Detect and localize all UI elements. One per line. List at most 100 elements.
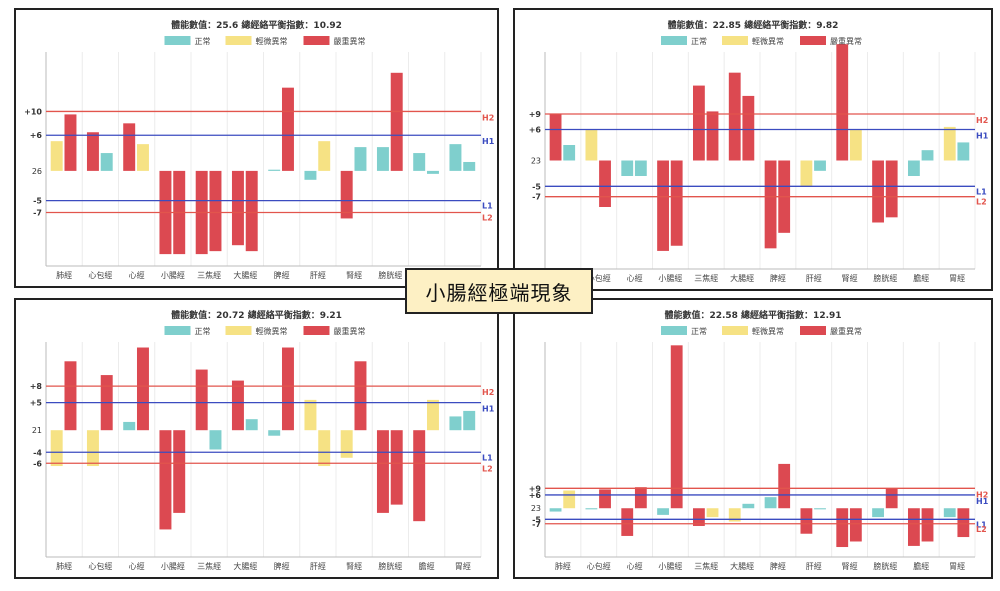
legend-swatch-mild	[225, 326, 252, 335]
banner-label: 小腸經極端現象	[405, 268, 593, 314]
bar	[670, 345, 683, 509]
legend-swatch-severe	[800, 36, 826, 45]
x-tick-label: 三焦經	[694, 273, 718, 283]
chart-title: 體能數值：22.58 總經絡平衡指數：12.91	[664, 309, 841, 321]
bar	[231, 170, 244, 246]
bar	[907, 508, 920, 546]
legend-swatch-mild	[225, 36, 252, 45]
x-tick-label: 心經	[129, 270, 145, 280]
x-tick-label: 大腸經	[233, 270, 257, 280]
bar	[86, 430, 99, 467]
bar	[209, 170, 222, 252]
bar	[706, 508, 719, 518]
y-tick-label: -5	[532, 182, 541, 191]
ref-label-h1: H1	[976, 497, 989, 506]
y-tick-label: 23	[531, 504, 541, 513]
bar	[195, 369, 208, 431]
ref-label-l2: L2	[976, 198, 987, 207]
bar	[268, 169, 281, 171]
ref-label-l1: L1	[482, 202, 493, 211]
x-tick-label: 膽經	[913, 561, 929, 571]
bar	[634, 487, 647, 509]
bar	[563, 490, 576, 509]
ref-label-h1: H1	[482, 137, 495, 146]
ref-label-h1: H1	[482, 405, 495, 414]
bar	[549, 508, 562, 512]
legend-swatch-severe	[303, 36, 330, 45]
bar	[64, 114, 77, 171]
x-tick-label: 腎經	[842, 273, 858, 283]
legend-label-normal: 正常	[691, 327, 707, 336]
ref-label-h2: H2	[482, 113, 494, 122]
x-tick-label: 三焦經	[694, 561, 718, 571]
x-tick-label: 三焦經	[197, 561, 221, 571]
bar	[318, 430, 331, 467]
bar	[173, 430, 186, 513]
bar	[281, 87, 294, 171]
x-tick-label: 肝經	[310, 561, 326, 571]
x-tick-label: 三焦經	[197, 270, 221, 280]
ref-label-l1: L1	[976, 520, 987, 529]
bar	[599, 489, 611, 509]
y-tick-label: +9	[529, 484, 542, 493]
bar	[376, 430, 389, 513]
y-tick-label: +6	[529, 126, 542, 135]
x-tick-label: 膀胱經	[378, 270, 402, 280]
bar	[426, 399, 439, 431]
x-tick-label: 小腸經	[161, 561, 185, 571]
bar	[245, 170, 258, 252]
x-tick-label: 肺經	[555, 561, 571, 571]
x-tick-label: 肝經	[806, 273, 822, 283]
legend-swatch-normal	[661, 326, 687, 335]
legend-swatch-mild	[722, 326, 748, 335]
bar	[64, 361, 77, 431]
bar	[621, 508, 634, 536]
bar	[907, 160, 920, 176]
x-tick-label: 膀胱經	[873, 273, 897, 283]
bar	[599, 160, 611, 207]
bar	[413, 153, 426, 171]
legend-swatch-normal	[164, 36, 191, 45]
legend-label-normal: 正常	[691, 37, 707, 46]
y-tick-label: 21	[32, 426, 42, 435]
x-tick-label: 心包經	[88, 270, 112, 280]
chart-title: 體能數值：25.6 總經絡平衡指數：10.92	[171, 19, 342, 31]
x-tick-label: 膽經	[419, 561, 435, 571]
bar	[706, 111, 719, 161]
bar	[159, 430, 172, 530]
legend-swatch-normal	[164, 326, 191, 335]
x-tick-label: 大腸經	[233, 561, 257, 571]
bar	[849, 129, 862, 161]
chart-panel-top-left: 體能數值：25.6 總經絡平衡指數：10.92 正常 輕微異常 嚴重異常 H2 H1 L1 L…	[14, 8, 499, 288]
y-tick-label: -7	[532, 520, 541, 529]
x-tick-label: 脾經	[770, 561, 786, 571]
legend-swatch-normal	[661, 36, 687, 45]
bar	[943, 126, 956, 161]
bar	[800, 160, 813, 187]
x-tick-label: 心包經	[88, 561, 112, 571]
y-tick-label: -7	[33, 209, 42, 218]
bar	[549, 114, 562, 161]
x-tick-label: 肺經	[56, 270, 72, 280]
chart-svg: 體能數值：22.85 總經絡平衡指數：9.82 正常 輕微異常 嚴重異常 H2 H1 L1 L…	[529, 19, 989, 283]
x-tick-label: 心經	[627, 561, 643, 571]
bar	[800, 508, 813, 534]
bar	[728, 508, 741, 522]
y-tick-label: 26	[32, 167, 42, 176]
bar	[585, 129, 598, 161]
bar	[245, 419, 258, 431]
x-tick-label: 胃經	[949, 561, 965, 571]
bar	[921, 508, 934, 542]
chart-svg: 體能數值：25.6 總經絡平衡指數：10.92 正常 輕微異常 嚴重異常 H2 H1 L1 L…	[24, 19, 495, 280]
bar	[657, 160, 669, 251]
x-tick-label: 脾經	[274, 270, 290, 280]
bar	[376, 147, 389, 171]
ref-label-h2: H2	[976, 490, 988, 499]
x-tick-label: 心經	[627, 273, 643, 283]
x-tick-label: 膽經	[913, 273, 929, 283]
chart-svg: 體能數值：20.72 總經絡平衡指數：9.21 正常 輕微異常 嚴重異常 H2 H1 L1 L…	[30, 309, 495, 571]
y-tick-label: +6	[30, 131, 43, 140]
bar	[304, 399, 317, 431]
bar	[268, 430, 281, 436]
bar	[836, 508, 849, 548]
